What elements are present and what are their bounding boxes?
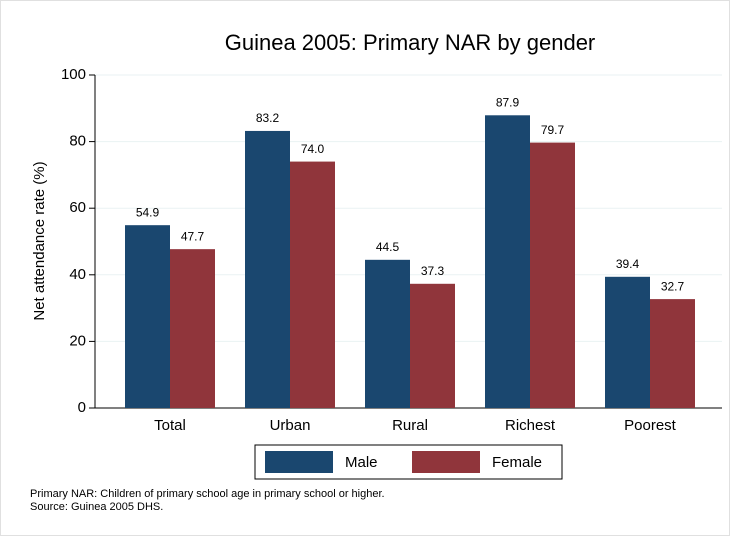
legend-label: Male <box>345 454 378 471</box>
bar <box>290 161 335 408</box>
bar <box>245 130 290 408</box>
value-label: 79.7 <box>541 123 565 137</box>
note: Primary NAR: Children of primary school … <box>30 488 385 500</box>
bar <box>365 259 410 408</box>
bar <box>170 249 215 408</box>
x-tick-label: Total <box>154 417 186 434</box>
value-label: 37.3 <box>421 264 445 278</box>
y-axis-label: Net attendance rate (%) <box>31 161 48 320</box>
bar <box>410 283 455 408</box>
legend-swatch <box>412 451 480 473</box>
y-tick-label: 40 <box>69 266 86 283</box>
x-tick-label: Rural <box>392 417 428 434</box>
bar <box>650 299 695 408</box>
value-label: 87.9 <box>496 95 520 109</box>
value-label: 47.7 <box>181 229 205 243</box>
value-label: 83.2 <box>256 111 280 125</box>
value-label: 44.5 <box>376 240 400 254</box>
bar <box>530 142 575 408</box>
value-label: 74.0 <box>301 142 325 156</box>
chart-title: Guinea 2005: Primary NAR by gender <box>225 30 596 55</box>
x-tick-label: Richest <box>505 417 556 434</box>
y-tick-label: 80 <box>69 133 86 150</box>
value-label: 32.7 <box>661 279 685 293</box>
legend-swatch <box>265 451 333 473</box>
bar <box>605 276 650 408</box>
value-label: 54.9 <box>136 205 160 219</box>
x-tick-label: Urban <box>270 417 311 434</box>
y-tick-label: 20 <box>69 332 86 349</box>
x-tick-label: Poorest <box>624 417 677 434</box>
legend-label: Female <box>492 454 542 471</box>
note: Source: Guinea 2005 DHS. <box>30 501 163 513</box>
bar <box>125 225 170 408</box>
bar <box>485 115 530 408</box>
value-label: 39.4 <box>616 257 640 271</box>
y-tick-label: 0 <box>78 399 86 416</box>
y-tick-label: 60 <box>69 199 86 216</box>
y-tick-label: 100 <box>61 66 86 83</box>
